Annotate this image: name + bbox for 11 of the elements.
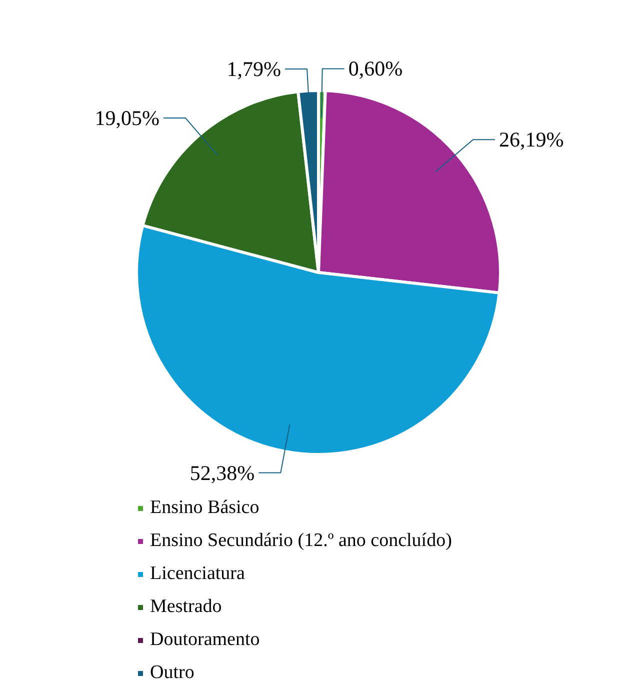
data-label: 26,19% (499, 128, 564, 152)
legend-label: Doutoramento (150, 629, 260, 651)
data-label: 19,05% (94, 106, 160, 130)
legend-label: Mestrado (150, 596, 222, 618)
legend-label: Ensino Básico (150, 497, 260, 519)
data-label: 52,38% (190, 460, 255, 485)
data-label: 1,79% (226, 56, 282, 81)
legend-label: Licenciatura (150, 563, 245, 585)
legend-label: Outro (150, 662, 194, 684)
legend-label: Ensino Secundário (12.º ano concluído) (150, 530, 452, 552)
data-label: 0,60% (348, 56, 403, 81)
